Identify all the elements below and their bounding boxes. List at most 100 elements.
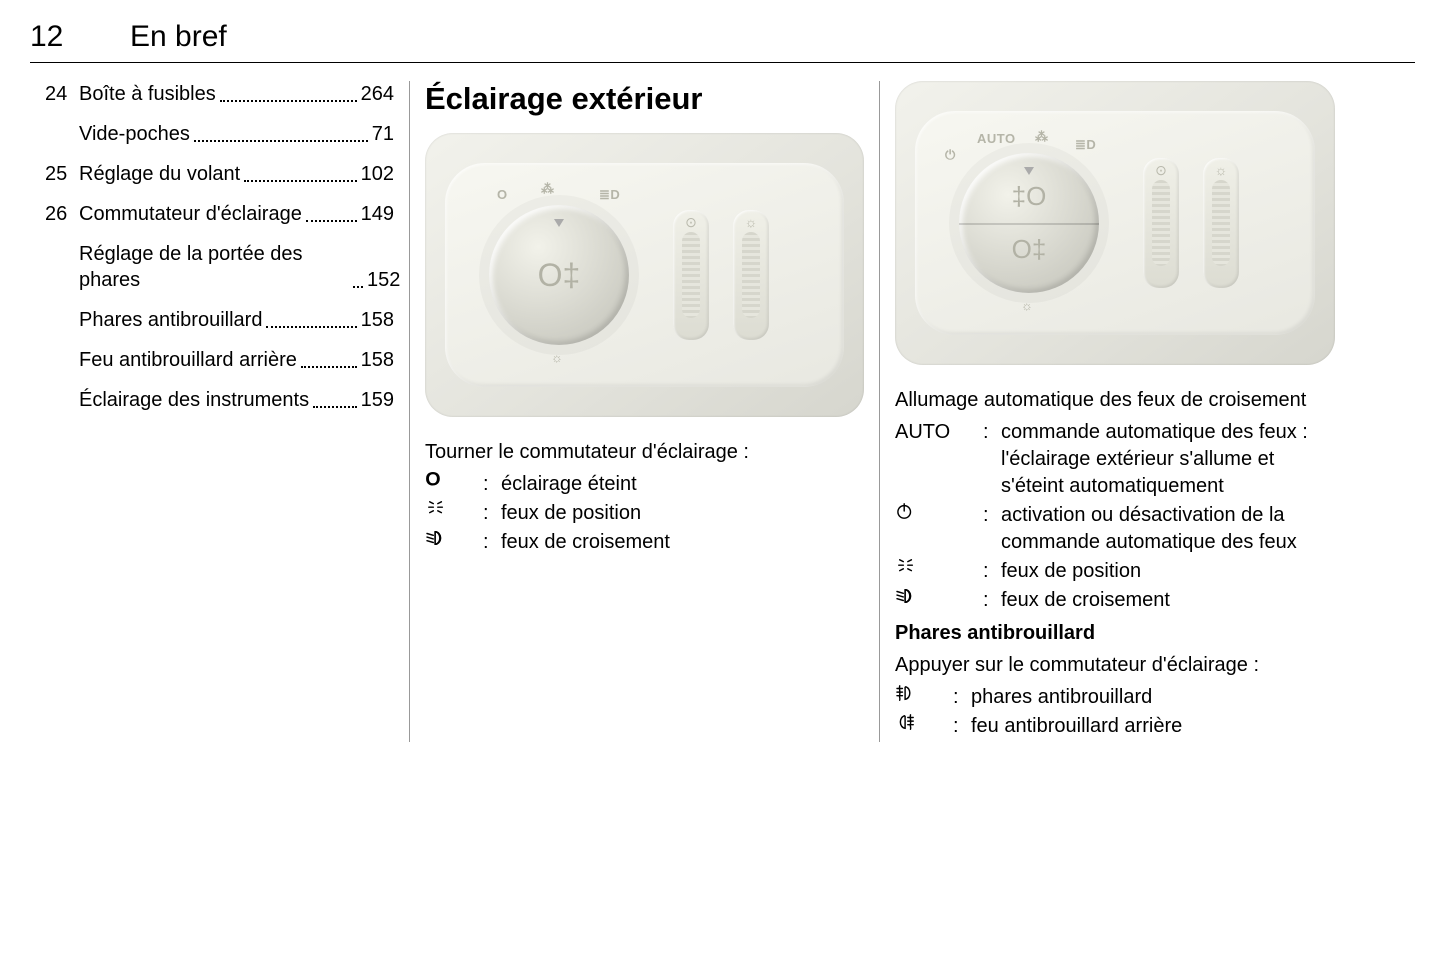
dial-label-dash: ☼ [1021,298,1033,313]
definition-colon: : [483,471,501,498]
column-2: Éclairage extérieur O ⁂ ≣D ☼ O‡ ⊙ [410,81,880,742]
toc-leader-dots [301,348,357,368]
subheading-fog: Phares antibrouillard [895,620,1335,646]
definition-colon: : [953,684,971,711]
instrument-dimmer-wheel: ☼ [733,210,769,340]
definition-colon: : [483,529,501,556]
dimmer-icon: ☼ [733,214,769,230]
definition-symbol: AUTO [895,419,983,500]
definition-colon: : [483,500,501,527]
definition-text: phares antibrouillard [971,684,1335,711]
toc-leader-dots [313,388,357,408]
definition-colon: : [983,558,1001,585]
definition-text: commande automatique des feux : l'éclair… [1001,419,1335,500]
toc-row: Réglage de la portée des phares152 [45,241,394,293]
definition-row: :feu antibrouillard arrière [895,713,1335,740]
lowbeam-icon [425,529,447,547]
toc-row: 26Commutateur d'éclairage 149 [45,201,394,227]
toc-item-label: Feu antibrouillard arrière [79,347,297,373]
toc-item-number: 24 [45,81,79,107]
definition-row: :activation ou désactivation de la comma… [895,502,1335,556]
toc-item-page: 158 [361,307,394,333]
rearfog-icon [895,713,917,731]
toc-row: Feu antibrouillard arrière158 [45,347,394,373]
definition-text: feux de position [1001,558,1335,585]
definition-symbol-text: AUTO [895,419,950,446]
dial-label-park: ⁂ [1035,129,1049,145]
figure-panel: ⏻ AUTO ⁂ ≣D ☼ ‡O O‡ ⊙ [915,111,1315,335]
toc-row: Vide-poches 71 [45,121,394,147]
dimmer-icon: ☼ [1203,162,1239,178]
toc-leader-dots [353,268,363,288]
headlamp-range-wheel: ⊙ [673,210,709,340]
column-3: ⏻ AUTO ⁂ ≣D ☼ ‡O O‡ ⊙ [880,81,1350,742]
definition-symbol [895,713,953,740]
toc-item-page: 159 [361,387,394,413]
dial-label-dash: ☼ [551,350,563,365]
definition-text: feux de croisement [501,529,864,556]
definition-symbol [895,587,983,614]
figure-panel: O ⁂ ≣D ☼ O‡ ⊙ ☼ [445,163,844,387]
definition-text: feu antibrouillard arrière [971,713,1335,740]
toc-row: 24Boîte à fusibles264 [45,81,394,107]
columns: 24Boîte à fusibles264 Vide-poches 71 25 Régl… [30,81,1415,742]
park-icon [895,558,917,576]
header-title: En bref [130,20,227,54]
page-header: 12 En bref [30,20,1415,63]
light-switch-figure-basic: O ⁂ ≣D ☼ O‡ ⊙ ☼ [425,133,864,417]
toc-item-page: 71 [372,121,394,147]
definition-text: feux de position [501,500,864,527]
front-fog-icon: ‡O [1012,181,1047,212]
toc-item-label: Vide-poches [79,121,190,147]
definition-symbol [425,500,483,527]
dial-label-park: ⁂ [541,181,555,197]
dial-split [959,223,1099,225]
toc-item-label: Commutateur d'éclairage [79,201,302,227]
rotary-dial: O‡ [489,205,629,345]
definition-symbol [425,529,483,556]
frontfog-icon [895,684,917,702]
dial-wrap: ⏻ AUTO ⁂ ≣D ☼ ‡O O‡ [939,133,1119,313]
dial-label-power: ⏻ [945,147,956,163]
definition-symbol [895,502,983,556]
fog-instruction: Appuyer sur le commutateur d'éclai­rage … [895,652,1335,678]
toc-leader-dots [194,122,368,142]
section-title: Éclairage extérieur [425,81,864,117]
dial-label-off: O [497,187,508,202]
definition-text: éclairage éteint [501,471,864,498]
rotary-dial: ‡O O‡ [959,153,1099,293]
dial-pointer [1024,167,1034,175]
headlamp-range-icon: ⊙ [1143,162,1179,179]
definition-row: :feux de croisement [895,587,1335,614]
definition-symbol [895,684,953,711]
toc-item-page: 149 [361,201,394,227]
dial-label-lowbeam: ≣D [1075,137,1096,153]
toc-row: Éclairage des instruments 159 [45,387,394,413]
definition-row: :feux de croisement [425,529,864,556]
dial-label-auto: AUTO [977,131,1016,146]
dial-pointer [554,219,564,227]
definition-colon: : [983,419,1001,500]
subheading-auto: Allumage automatique des feux de croisem… [895,387,1335,413]
page-number: 12 [30,20,130,54]
toc-item-number: 26 [45,201,79,227]
manual-page: 12 En bref 24Boîte à fusibles264 Vide-poc… [0,0,1445,965]
dial-wrap: O ⁂ ≣D ☼ O‡ [469,185,649,365]
toc-leader-dots [220,82,357,102]
definition-row: :feux de position [895,558,1335,585]
toc-item-number: 25 [45,161,79,187]
rear-fog-icon: O‡ [538,257,581,294]
toc-item-label: Éclairage des instruments [79,387,309,413]
definition-colon: : [983,502,1001,556]
definition-row: AUTO:commande automatique des feux : l'é… [895,419,1335,500]
toc-item-label: Réglage de la portée des phares [79,241,349,293]
toc-column: 24Boîte à fusibles264 Vide-poches 71 25 Régl… [30,81,410,742]
toc-leader-dots [266,308,356,328]
rear-fog-icon: O‡ [1012,234,1047,265]
headlamp-range-wheel: ⊙ [1143,158,1179,288]
light-switch-figure-auto: ⏻ AUTO ⁂ ≣D ☼ ‡O O‡ ⊙ [895,81,1335,365]
toc-row: Phares antibrouillard158 [45,307,394,333]
toc-leader-dots [244,162,356,182]
definition-text: activation ou désactivation de la comman… [1001,502,1335,556]
lowbeam-icon [895,587,917,605]
